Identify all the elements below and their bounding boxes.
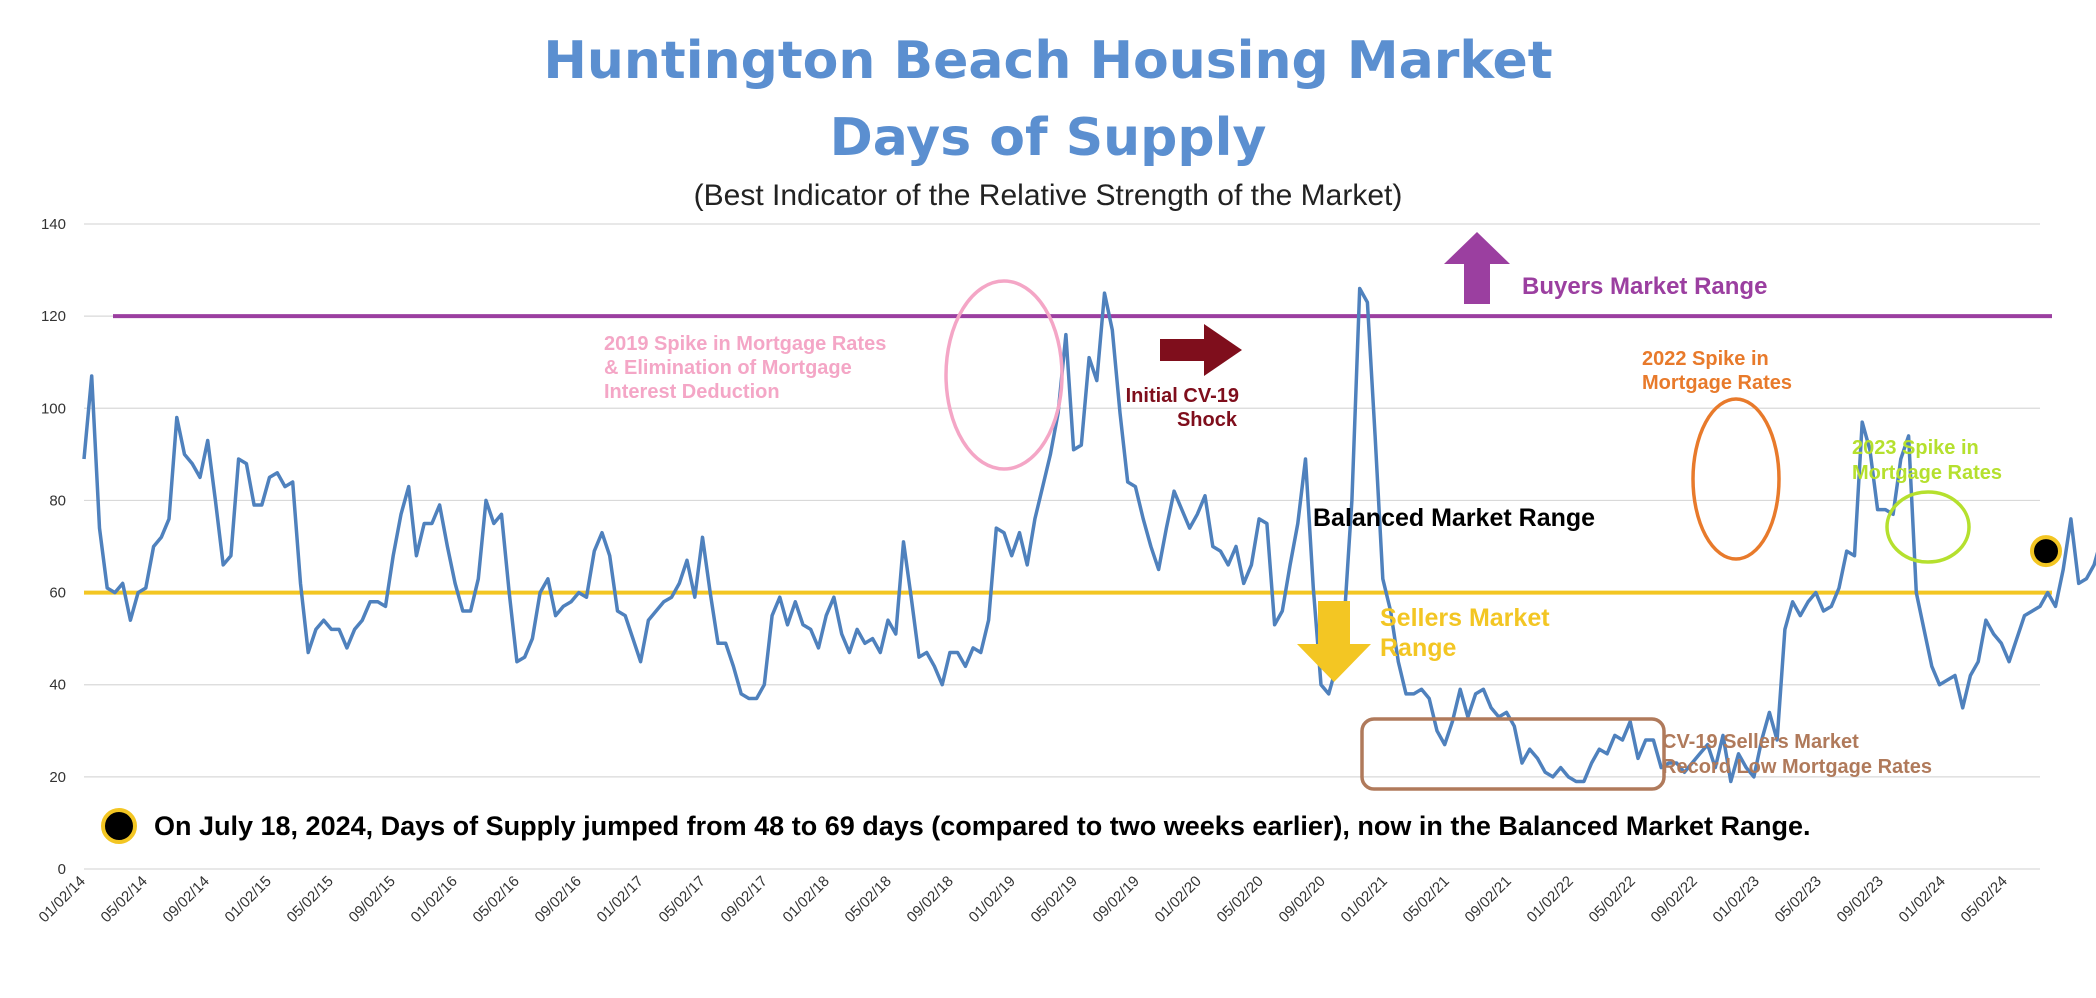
- cv19-sellers-label-line2: Record Low Mortgage Rates: [1662, 756, 1932, 778]
- spike-2022-label-line2: Mortgage Rates: [1642, 372, 1792, 394]
- cv19-sellers-label-line1: CV-19 Sellers Market: [1662, 731, 1859, 753]
- y-axis-ticks: 0 20 40 60 80 100 120 140: [41, 216, 66, 878]
- y-tick-label: 100: [41, 400, 66, 417]
- x-tick-label: 05/02/19: [1028, 873, 1081, 926]
- x-tick-label: 01/02/22: [1524, 873, 1577, 926]
- sellers-range-label-line1: Sellers Market: [1380, 604, 1550, 632]
- spike-2023-label-line1: 2023 Spike in: [1852, 437, 1979, 459]
- y-tick-label: 0: [58, 861, 66, 878]
- spike-2019-label-line2: & Elimination of Mortgage: [604, 357, 852, 379]
- footnote-marker-icon: [101, 808, 137, 844]
- latest-value-marker: [2030, 535, 2062, 568]
- x-tick-label: 01/02/19: [966, 873, 1019, 926]
- y-tick-label: 60: [49, 585, 66, 602]
- chart-subtitle: Days of Supply: [830, 108, 1267, 168]
- x-tick-label: 05/02/14: [98, 873, 151, 926]
- x-tick-label: 09/02/21: [1462, 873, 1515, 926]
- x-tick-label: 05/02/20: [1214, 873, 1267, 926]
- days-of-supply-line: [82, 286, 2096, 784]
- spike-2022-label-line1: 2022 Spike in: [1642, 348, 1769, 370]
- x-tick-label: 09/02/20: [1276, 873, 1329, 926]
- x-tick-label: 05/02/23: [1772, 873, 1825, 926]
- x-tick-label: 01/02/21: [1338, 873, 1391, 926]
- y-tick-label: 140: [41, 216, 66, 233]
- x-tick-label: 09/02/23: [1834, 873, 1887, 926]
- spike-2023-label-line2: Mortgage Rates: [1852, 462, 2002, 484]
- sellers-range-label-line2: Range: [1380, 634, 1457, 662]
- x-tick-label: 09/02/16: [532, 873, 585, 926]
- x-tick-label: 01/02/23: [1710, 873, 1763, 926]
- chart-caption: (Best Indicator of the Relative Strength…: [694, 179, 1403, 212]
- spike-2023-ellipse: [1885, 490, 1971, 564]
- chart-title: Huntington Beach Housing Market: [543, 31, 1552, 91]
- x-tick-label: 05/02/24: [1958, 873, 2011, 926]
- x-tick-label: 05/02/15: [284, 873, 337, 926]
- spike-2022-ellipse: [1691, 397, 1781, 561]
- x-tick-label: 09/02/15: [346, 873, 399, 926]
- x-tick-label: 05/02/22: [1586, 873, 1639, 926]
- x-tick-label: 01/02/18: [780, 873, 833, 926]
- cv19-sellers-box: [1360, 717, 1666, 791]
- cv19-shock-label-line1: Initial CV-19: [1126, 385, 1239, 407]
- x-axis-ticks: 01/02/14 05/02/14 09/02/14 01/02/15 05/02/15…: [36, 873, 2011, 926]
- y-tick-label: 40: [49, 677, 66, 694]
- y-tick-label: 80: [49, 492, 66, 509]
- x-tick-label: 09/02/19: [1090, 873, 1143, 926]
- x-tick-label: 09/02/14: [160, 873, 213, 926]
- balanced-range-label: Balanced Market Range: [1313, 504, 1595, 532]
- x-tick-label: 01/02/14: [36, 873, 89, 926]
- y-tick-label: 20: [49, 769, 66, 786]
- x-tick-label: 09/02/18: [904, 873, 957, 926]
- x-tick-label: 09/02/17: [718, 873, 771, 926]
- x-tick-label: 05/02/16: [470, 873, 523, 926]
- cv19-shock-label-line2: Shock: [1177, 409, 1238, 431]
- x-tick-label: 01/02/24: [1896, 873, 1949, 926]
- cv19-right-arrow-icon: [1160, 324, 1242, 376]
- spike-2019-ellipse: [944, 279, 1064, 471]
- x-tick-label: 01/02/16: [408, 873, 461, 926]
- buyers-range-label: Buyers Market Range: [1522, 273, 1767, 300]
- x-tick-label: 05/02/17: [656, 873, 709, 926]
- footnote-text: On July 18, 2024, Days of Supply jumped …: [154, 811, 1811, 841]
- spike-2019-label-line3: Interest Deduction: [604, 381, 780, 403]
- x-tick-label: 05/02/18: [842, 873, 895, 926]
- buyers-up-arrow-icon: [1444, 232, 1510, 304]
- x-tick-label: 01/02/20: [1152, 873, 1205, 926]
- x-tick-label: 09/02/22: [1648, 873, 1701, 926]
- x-tick-label: 01/02/15: [222, 873, 275, 926]
- y-tick-label: 120: [41, 308, 66, 325]
- x-tick-label: 05/02/21: [1400, 873, 1453, 926]
- spike-2019-label-line1: 2019 Spike in Mortgage Rates: [604, 333, 886, 355]
- sellers-down-arrow-icon: [1297, 601, 1371, 682]
- x-tick-label: 01/02/17: [594, 873, 647, 926]
